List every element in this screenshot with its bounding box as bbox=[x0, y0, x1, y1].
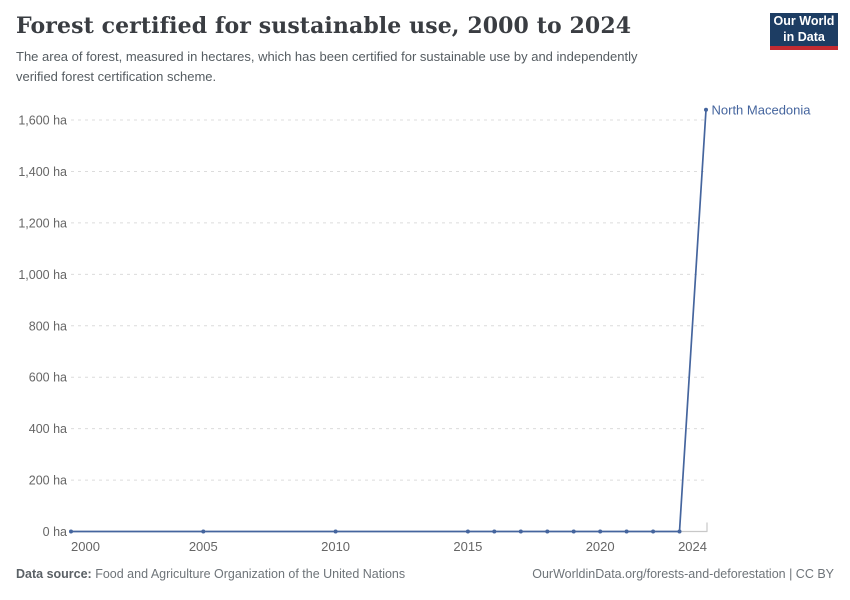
owid-logo-line-1: Our World bbox=[773, 14, 835, 29]
data-source-text: Food and Agriculture Organization of the… bbox=[95, 567, 406, 581]
data-point-2024 bbox=[704, 107, 708, 112]
chart-footer: Data source: Food and Agriculture Organi… bbox=[16, 567, 834, 581]
data-point-2021 bbox=[624, 529, 629, 534]
y-tick-label-0: 0 ha bbox=[43, 525, 67, 539]
data-point-2000 bbox=[69, 529, 73, 534]
y-tick-label-600: 600 ha bbox=[29, 371, 67, 385]
data-point-2023 bbox=[677, 529, 682, 534]
footer-credit-link[interactable]: OurWorldinData.org/forests-and-deforesta… bbox=[532, 567, 834, 581]
y-tick-label-1600: 1,600 ha bbox=[18, 114, 67, 128]
data-point-2015 bbox=[465, 529, 470, 534]
y-tick-label-400: 400 ha bbox=[29, 422, 67, 436]
chart-header: Forest certified for sustainable use, 20… bbox=[16, 13, 746, 88]
line-north-macedonia bbox=[70, 108, 707, 533]
x-tick-label-2005: 2005 bbox=[189, 539, 218, 554]
x-tick-label-2024: 2024 bbox=[678, 539, 707, 554]
x-tick-label-2000: 2000 bbox=[71, 539, 100, 554]
x-tick-label-2020: 2020 bbox=[586, 539, 615, 554]
data-point-2016 bbox=[492, 529, 497, 534]
data-point-2020 bbox=[598, 529, 603, 534]
data-source: Data source: Food and Agriculture Organi… bbox=[16, 567, 405, 581]
data-point-2018 bbox=[545, 529, 550, 534]
data-point-2022 bbox=[651, 529, 656, 534]
owid-logo-line-2: in Data bbox=[783, 29, 825, 44]
y-tick-label-1400: 1,400 ha bbox=[18, 165, 67, 179]
x-tick-label-2015: 2015 bbox=[453, 539, 482, 554]
y-tick-label-1000: 1,000 ha bbox=[18, 268, 67, 282]
x-tick-label-2010: 2010 bbox=[321, 539, 350, 554]
chart-subtitle: The area of forest, measured in hectares… bbox=[16, 47, 746, 88]
data-point-2019 bbox=[571, 529, 576, 534]
data-point-2017 bbox=[518, 529, 523, 534]
y-tick-label-200: 200 ha bbox=[29, 474, 67, 488]
subtitle-line-1: The area of forest, measured in hectares… bbox=[16, 48, 638, 64]
page-title: Forest certified for sustainable use, 20… bbox=[16, 13, 632, 39]
data-point-2005 bbox=[201, 529, 206, 534]
y-tick-label-800: 800 ha bbox=[29, 319, 67, 333]
entity-label[interactable]: North Macedonia bbox=[712, 102, 812, 117]
data-point-2010 bbox=[333, 529, 338, 534]
y-tick-label-1200: 1,200 ha bbox=[18, 216, 67, 230]
owid-logo[interactable]: Our World in Data bbox=[770, 13, 838, 50]
data-source-label: Data source: bbox=[16, 567, 92, 581]
subtitle-line-2: verified forest certification scheme. bbox=[16, 69, 217, 85]
